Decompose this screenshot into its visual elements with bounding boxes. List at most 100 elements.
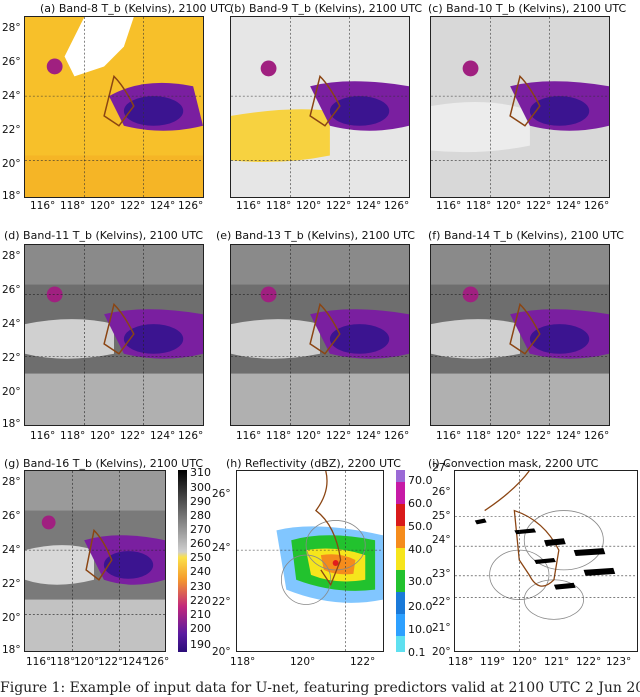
ytick-label: 22° — [2, 578, 21, 590]
xtick-label: 123° — [606, 656, 632, 668]
xtick-label: 124° — [356, 430, 382, 442]
xtick-label: 122° — [526, 200, 552, 212]
ytick-label: 20° — [432, 646, 451, 658]
band-11-map — [24, 244, 204, 426]
panel-title: (h) Reflectivity (dBZ), 2200 UTC — [226, 457, 401, 470]
colorbar-label: 190 — [190, 638, 211, 651]
xtick-label: 122° — [326, 430, 352, 442]
colorbar-label: 280 — [190, 509, 211, 522]
ytick-label: 20° — [2, 386, 21, 398]
panel-title: (d) Band-11 T_b (Kelvins), 2100 UTC — [4, 229, 204, 242]
ytick-label: 18° — [2, 418, 21, 430]
xtick-label: 120° — [496, 430, 522, 442]
xtick-label: 126° — [144, 656, 170, 668]
xtick-label: 122° — [526, 430, 552, 442]
convection-mask-map — [454, 470, 638, 652]
ytick-label: 22° — [432, 596, 451, 608]
xtick-label: 118° — [50, 656, 76, 668]
xtick-label: 120° — [90, 200, 116, 212]
colorbar-label: 290 — [190, 495, 211, 508]
xtick-label: 122° — [350, 656, 376, 668]
xtick-label: 124° — [556, 200, 582, 212]
xtick-label: 126° — [384, 200, 410, 212]
xtick-label: 120° — [290, 656, 316, 668]
colorbar-label: 270 — [190, 523, 211, 536]
xtick-label: 118° — [230, 656, 256, 668]
xtick-label: 122° — [120, 200, 146, 212]
colorbar-label: 40.0 — [408, 543, 433, 556]
colorbar-label: 300 — [190, 481, 211, 494]
ytick-label: 23° — [432, 568, 451, 580]
xtick-label: 118° — [266, 430, 292, 442]
tb-colorbar — [178, 470, 187, 652]
band-8-map — [24, 16, 204, 198]
xtick-label: 120° — [74, 656, 100, 668]
panel-title: (e) Band-13 T_b (Kelvins), 2100 UTC — [216, 229, 415, 242]
panel-title: (g) Band-16 T_b (Kelvins), 2100 UTC — [4, 457, 204, 470]
xtick-label: 116° — [436, 430, 462, 442]
xtick-label: 119° — [480, 656, 506, 668]
ytick-label: 22° — [2, 124, 21, 136]
panel-title: (f) Band-14 T_b (Kelvins), 2100 UTC — [428, 229, 624, 242]
dbz-colorbar — [396, 470, 405, 652]
ytick-label: 25° — [432, 510, 451, 522]
xtick-label: 116° — [26, 656, 52, 668]
colorbar-label: 220 — [190, 594, 211, 607]
colorbar-label: 230 — [190, 580, 211, 593]
ytick-label: 18° — [2, 190, 21, 202]
colorbar-label: 240 — [190, 565, 211, 578]
xtick-label: 120° — [90, 430, 116, 442]
xtick-label: 118° — [60, 430, 86, 442]
band-13-map — [230, 244, 410, 426]
xtick-label: 118° — [448, 656, 474, 668]
xtick-label: 124° — [150, 430, 176, 442]
colorbar-label: 0.1 — [408, 646, 426, 659]
colorbar-label: 260 — [190, 537, 211, 550]
xtick-label: 122° — [98, 656, 124, 668]
xtick-label: 126° — [584, 200, 610, 212]
xtick-label: 118° — [466, 200, 492, 212]
panel-title: (a) Band-8 T_b (Kelvins), 2100 UTC — [40, 2, 232, 15]
xtick-label: 118° — [466, 430, 492, 442]
panel-title: (b) Band-9 T_b (Kelvins), 2100 UTC — [230, 2, 423, 15]
xtick-label: 116° — [30, 200, 56, 212]
ytick-label: 22° — [212, 596, 231, 608]
xtick-label: 121° — [544, 656, 570, 668]
xtick-label: 120° — [296, 430, 322, 442]
ytick-label: 28° — [2, 476, 21, 488]
colorbar-label: 70.0 — [408, 474, 433, 487]
ytick-label: 26° — [2, 284, 21, 296]
xtick-label: 116° — [436, 200, 462, 212]
colorbar-label: 50.0 — [408, 520, 433, 533]
xtick-label: 120° — [512, 656, 538, 668]
band-14-map — [430, 244, 610, 426]
ytick-label: 24° — [2, 318, 21, 330]
ytick-label: 26° — [432, 486, 451, 498]
ytick-label: 20° — [212, 646, 231, 658]
xtick-label: 126° — [178, 430, 204, 442]
xtick-label: 124° — [150, 200, 176, 212]
ytick-label: 20° — [2, 158, 21, 170]
ytick-label: 24° — [432, 534, 451, 546]
ytick-label: 24° — [212, 542, 231, 554]
ytick-label: 20° — [2, 612, 21, 624]
xtick-label: 122° — [576, 656, 602, 668]
xtick-label: 116° — [30, 430, 56, 442]
xtick-label: 122° — [120, 430, 146, 442]
colorbar-label: 250 — [190, 551, 211, 564]
colorbar-label: 210 — [190, 608, 211, 621]
xtick-label: 126° — [178, 200, 204, 212]
xtick-label: 116° — [236, 430, 262, 442]
colorbar-label: 10.0 — [408, 623, 433, 636]
ytick-label: 26° — [2, 56, 21, 68]
xtick-label: 124° — [122, 656, 148, 668]
xtick-label: 120° — [496, 200, 522, 212]
xtick-label: 120° — [296, 200, 322, 212]
ytick-label: 26° — [212, 488, 231, 500]
xtick-label: 122° — [326, 200, 352, 212]
colorbar-label: 60.0 — [408, 497, 433, 510]
xtick-label: 118° — [60, 200, 86, 212]
figure-caption: Figure 1: Example of input data for U-ne… — [0, 680, 640, 696]
panel-title: (i) Convection mask, 2200 UTC — [428, 457, 599, 470]
ytick-label: 28° — [2, 22, 21, 34]
